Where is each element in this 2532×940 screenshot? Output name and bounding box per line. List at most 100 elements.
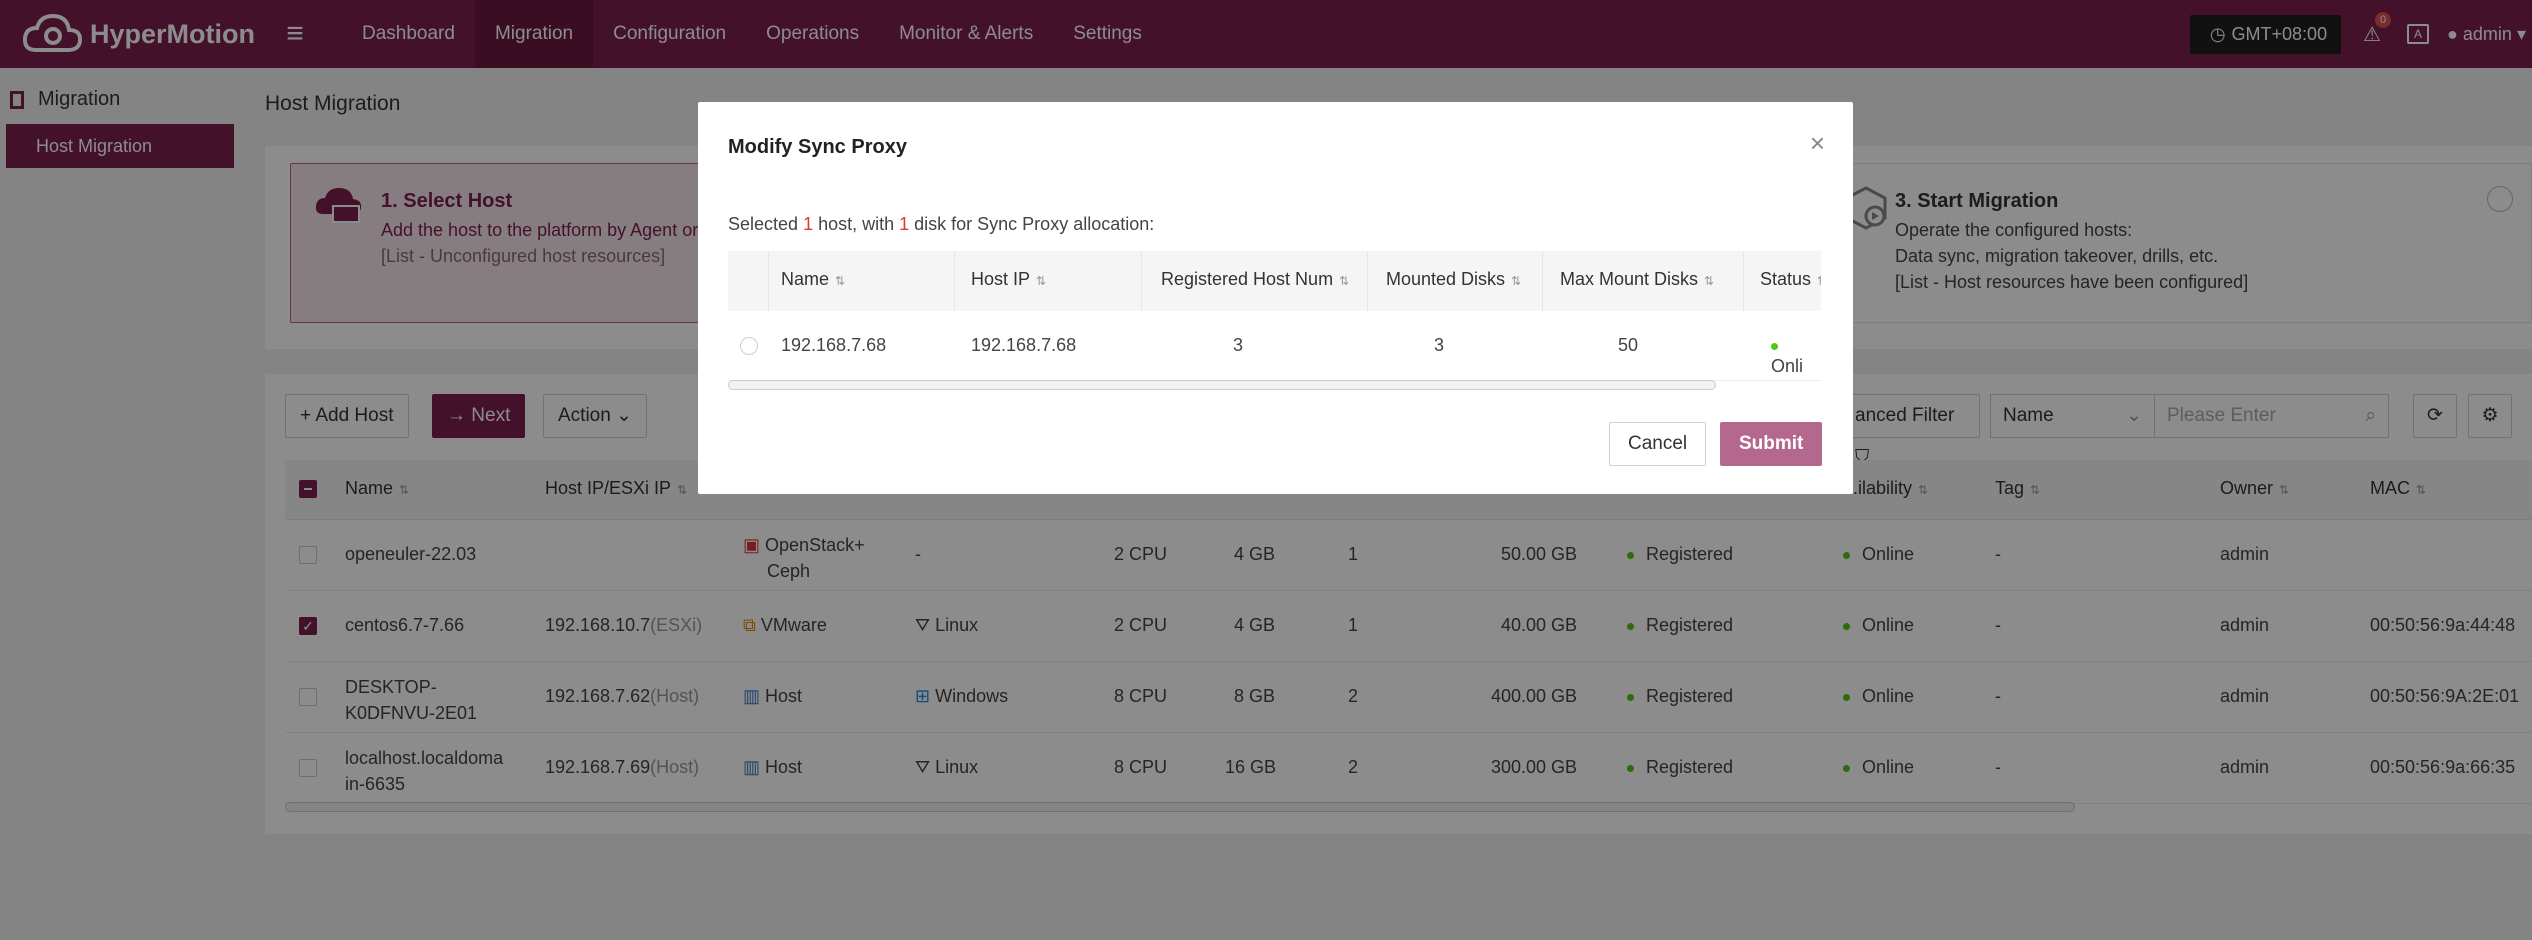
host-name-link[interactable]: localhost.localdoma in-6635: [345, 745, 503, 797]
sort-icon: ⇅: [2416, 483, 2427, 497]
proxy-host-ip: 192.168.7.68: [971, 335, 1077, 355]
table-horizontal-scrollbar[interactable]: [285, 802, 2075, 812]
proxy-radio[interactable]: [740, 337, 758, 355]
capacity-cell: 50.00 GB: [1501, 544, 1578, 564]
next-button[interactable]: → Next: [432, 394, 526, 438]
col-owner[interactable]: Owner ⇅: [2220, 478, 2289, 499]
sidebar: Migration Host Migration: [0, 68, 248, 940]
app-logo[interactable]: HyperMotion: [22, 10, 262, 58]
sidebar-item-host-migration[interactable]: Host Migration: [6, 124, 234, 168]
linux-icon: ⛛: [915, 615, 931, 635]
sync-proxy-table: Name ⇅ Host IP ⇅ Registered Host Num ⇅ Moun…: [728, 251, 1821, 393]
advanced-filter-button[interactable]: anced Filter ⛉: [1840, 394, 1980, 468]
col-availability[interactable]: ...ilability ⇅: [1843, 478, 1928, 499]
host-name-link[interactable]: centos6.7-7.66: [345, 615, 465, 635]
select-all-checkbox[interactable]: [299, 480, 317, 498]
col-host-ip[interactable]: Host IP/ESXi IP ⇅: [545, 478, 687, 499]
col-tag-label: Tag: [1995, 478, 2025, 498]
alert-count-badge: 0: [2375, 11, 2392, 28]
nav-dashboard[interactable]: Dashboard: [362, 23, 455, 44]
table-row[interactable]: DESKTOP- K0DFNVU-2E01 192.168.7.62(Host) …: [285, 662, 2532, 733]
col-mac[interactable]: MAC ⇅: [2370, 478, 2426, 499]
vmware-icon: ⧉: [743, 615, 756, 635]
host-name-link[interactable]: openeuler-22.03: [345, 544, 477, 564]
memory-cell: 16 GB: [1225, 757, 1277, 777]
ip-kind: (Host): [650, 757, 700, 777]
action-dropdown[interactable]: Action ⌄: [543, 394, 648, 438]
col-max-mount-disks[interactable]: Max Mount Disks ⇅: [1560, 269, 1714, 290]
online-dot: [1843, 622, 1850, 630]
row-checkbox[interactable]: ✓: [299, 617, 317, 635]
col-status[interactable]: Status ⇅: [1760, 269, 1821, 290]
user-icon: ●: [2447, 23, 2458, 44]
ip-cell: 192.168.10.7(ESXi): [545, 615, 702, 636]
linux-icon: ⛛: [915, 757, 931, 777]
sort-icon: ⇅: [1511, 274, 1522, 288]
table-row[interactable]: ✓ centos6.7-7.66 192.168.10.7(ESXi) ⧉ VM…: [285, 591, 2532, 662]
col-mounted-disks[interactable]: Mounted Disks ⇅: [1386, 269, 1521, 290]
status-cell: Registered: [1627, 686, 1733, 707]
submit-button[interactable]: Submit: [1720, 422, 1823, 466]
cancel-button[interactable]: Cancel: [1609, 422, 1707, 466]
sidebar-section-label: Migration: [38, 88, 121, 110]
proxy-table-scrollbar[interactable]: [728, 380, 1716, 390]
step3-radio[interactable]: [2487, 186, 2513, 212]
col-name[interactable]: Name ⇅: [781, 269, 845, 290]
online-dot: [1843, 551, 1850, 559]
row-checkbox[interactable]: [299, 546, 317, 564]
status-dot: [1627, 693, 1634, 701]
nav-configuration[interactable]: Configuration: [613, 23, 727, 44]
page-title: Host Migration: [265, 92, 401, 115]
status-label: Registered: [1646, 544, 1734, 564]
host-name-line1: DESKTOP-: [345, 677, 437, 697]
availability-label: Online: [1862, 615, 1915, 635]
user-name: admin: [2462, 23, 2512, 44]
status-dot: [1627, 551, 1634, 559]
sidebar-section[interactable]: Migration: [10, 88, 120, 111]
language-icon[interactable]: A: [2407, 24, 2430, 44]
nav-operations[interactable]: Operations: [766, 23, 860, 44]
menu-toggle-icon[interactable]: ≡: [286, 17, 304, 50]
filter-field-select[interactable]: Name ⌄: [1990, 394, 2155, 438]
status-dot: [1627, 764, 1634, 772]
settings-button[interactable]: ⚙: [2468, 394, 2512, 438]
col-name-label: Name: [345, 478, 394, 498]
cloud-logo-icon: [22, 13, 83, 52]
info-suffix: disk for Sync Proxy allocation:: [909, 214, 1155, 234]
step-start-migration[interactable]: 3. Start Migration Operate the configure…: [1840, 163, 2532, 323]
add-host-button[interactable]: + Add Host: [285, 394, 409, 438]
timezone-label: GMT+08:00: [2231, 23, 2328, 44]
table-row[interactable]: openeuler-22.03 ▣ OpenStack+ Ceph - 2 CP…: [285, 520, 2532, 591]
step3-line2: Data sync, migration takeover, drills, e…: [1895, 246, 2219, 266]
disk-count-cell: 1: [1348, 615, 1359, 635]
availability-label: Online: [1862, 544, 1915, 564]
ip-value: 192.168.7.69: [545, 757, 651, 777]
next-label: Next: [471, 405, 511, 426]
row-checkbox[interactable]: [299, 688, 317, 706]
timezone-badge[interactable]: ◷ GMT+08:00: [2189, 14, 2342, 54]
col-name[interactable]: Name ⇅: [345, 478, 409, 499]
memory-cell: 4 GB: [1234, 544, 1276, 564]
alert-icon[interactable]: ⚠ 0: [2363, 11, 2392, 47]
migration-icon: [10, 90, 24, 109]
close-icon[interactable]: ×: [1809, 128, 1825, 158]
host-name-line2: K0DFNVU-2E01: [345, 703, 478, 723]
col-host-ip[interactable]: Host IP ⇅: [971, 269, 1046, 290]
col-tag[interactable]: Tag ⇅: [1995, 478, 2040, 499]
nav-settings[interactable]: Settings: [1073, 23, 1142, 44]
search-input[interactable]: Please Enter ⌕: [2154, 394, 2389, 438]
refresh-button[interactable]: ⟳: [2413, 394, 2457, 438]
app-name: HyperMotion: [90, 18, 255, 49]
tag-cell: -: [1995, 686, 2001, 706]
nav-monitor-alerts[interactable]: Monitor & Alerts: [899, 23, 1034, 44]
host-icon: ▥: [743, 757, 761, 777]
nav-migration[interactable]: Migration: [474, 0, 594, 68]
host-name-link[interactable]: DESKTOP- K0DFNVU-2E01: [345, 674, 477, 726]
user-menu[interactable]: ● admin ▾: [2447, 24, 2526, 45]
col-registered-host-num[interactable]: Registered Host Num ⇅: [1161, 269, 1349, 290]
os-cell: ⊞ Windows: [915, 686, 1008, 707]
os-label: Linux: [935, 757, 979, 777]
row-checkbox[interactable]: [299, 759, 317, 777]
modify-sync-proxy-dialog: Modify Sync Proxy × Selected 1 host, wit…: [698, 102, 1853, 494]
proxy-row[interactable]: 192.168.7.68 192.168.7.68 3 3 50 Onli: [728, 311, 1821, 381]
